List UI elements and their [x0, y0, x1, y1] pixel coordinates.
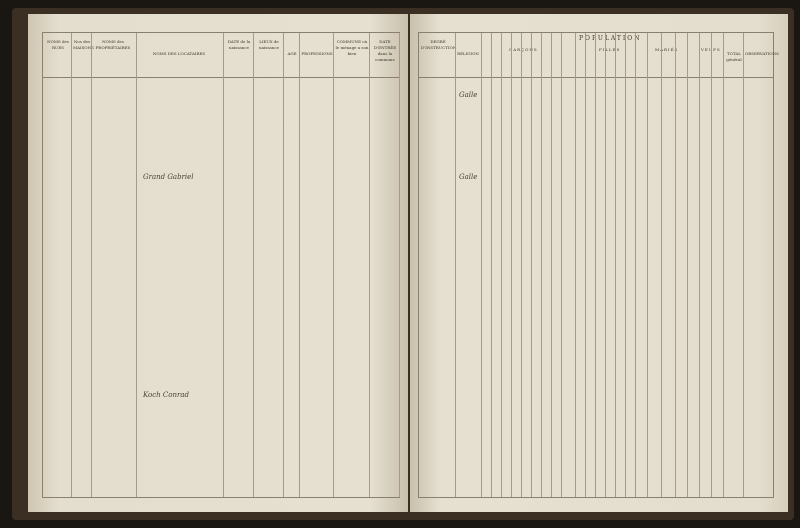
right-table: DEGRÉ D'INSTRUCTION RELIGION POPULATION …: [418, 32, 779, 498]
header-proprietaires: NOMS des PROPRIÉTAIRES: [95, 39, 131, 50]
header-lieux: LIEUX de naissance: [259, 39, 279, 50]
header-maisons: Nos des MAISONS: [73, 39, 94, 50]
handwritten-religion: Galle: [459, 91, 478, 99]
header-religion: RELIGION: [457, 51, 479, 56]
header-total: TOTAL général: [726, 51, 742, 62]
register-book: NOMS des RUES Nos des MAISONS NOMS des P…: [12, 8, 794, 520]
header-garcons: GARÇONS: [509, 47, 538, 52]
handwritten-name: Koch Conrad: [143, 391, 189, 399]
header-instruction: DEGRÉ D'INSTRUCTION: [421, 39, 457, 50]
header-population: POPULATION: [579, 35, 642, 42]
right-header: DEGRÉ D'INSTRUCTION RELIGION POPULATION …: [419, 33, 779, 78]
header-professions: PROFESSIONS: [301, 51, 333, 56]
header-observations: OBSERVATIONS: [745, 51, 779, 56]
left-header: NOMS des RUES Nos des MAISONS NOMS des P…: [43, 33, 399, 78]
header-entree: DATE D'ENTRÉE dans la commune: [373, 39, 397, 62]
header-locataires: NOMS DES LOCATAIRES: [152, 51, 206, 56]
header-commune: COMMUNE où le ménage a son bien: [335, 39, 369, 56]
header-age: AGE: [287, 51, 297, 56]
handwritten-name: Grand Gabriel: [143, 173, 194, 181]
header-veufs: VEUFS: [701, 47, 721, 52]
left-table: NOMS des RUES Nos des MAISONS NOMS des P…: [42, 32, 400, 498]
left-page: NOMS des RUES Nos des MAISONS NOMS des P…: [28, 14, 408, 512]
header-maries: MARIÉS: [655, 47, 679, 52]
right-page: DEGRÉ D'INSTRUCTION RELIGION POPULATION …: [410, 14, 788, 512]
header-rues: NOMS des RUES: [47, 39, 69, 50]
header-filles: FILLES: [599, 47, 621, 52]
handwritten-religion: Galle: [459, 173, 478, 181]
header-date: DATE de la naissance: [227, 39, 251, 50]
